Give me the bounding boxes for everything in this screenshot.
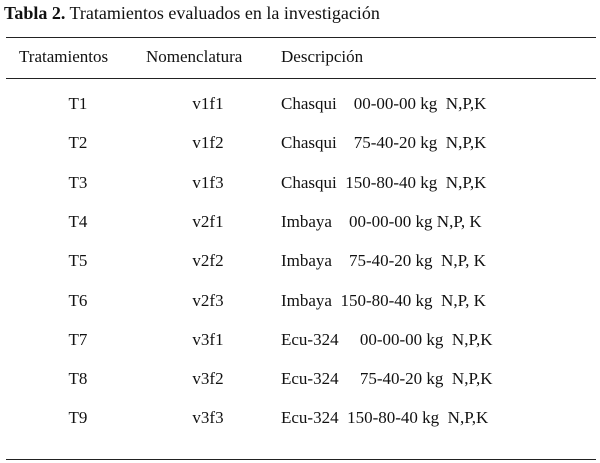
description-cell: Imbaya 00-00-00 kg N,P, K (281, 212, 482, 231)
description-cell: Imbaya 150-80-40 kg N,P, K (281, 291, 486, 310)
description-cell: Ecu-324 00-00-00 kg N,P,K (281, 330, 493, 349)
nomenclature-cell: v1f2 (192, 133, 224, 152)
header-nomenclature: Nomenclatura (146, 47, 243, 66)
table-bottom-rule (6, 459, 596, 460)
treatment-cell: T2 (68, 133, 88, 152)
description-cell: Chasqui 00-00-00 kg N,P,K (281, 94, 487, 113)
treatment-cell: T7 (68, 330, 88, 349)
nomenclature-cell: v2f2 (192, 251, 224, 270)
treatment-cell: T1 (68, 94, 88, 113)
description-cell: Chasqui 75-40-20 kg N,P,K (281, 133, 487, 152)
treatment-cell: T3 (68, 173, 88, 192)
description-cell: Ecu-324 150-80-40 kg N,P,K (281, 408, 489, 427)
nomenclature-cell: v2f3 (192, 291, 224, 310)
treatment-cell: T4 (68, 212, 88, 231)
treatment-cell: T6 (68, 291, 88, 310)
nomenclature-cell: v1f1 (192, 94, 224, 113)
treatment-cell: T9 (68, 408, 88, 427)
nomenclature-cell: v2f1 (192, 212, 224, 231)
table-header-rule (6, 78, 596, 79)
table-top-rule (6, 37, 596, 38)
nomenclature-cell: v3f1 (192, 330, 224, 349)
table-caption: Tabla 2. Tratamientos evaluados en la in… (4, 2, 380, 24)
description-cell: Chasqui 150-80-40 kg N,P,K (281, 173, 487, 192)
nomenclature-cell: v3f3 (192, 408, 224, 427)
table-caption-label: Tabla 2. (4, 3, 66, 23)
table-caption-text: Tratamientos evaluados en la investigaci… (65, 3, 380, 23)
nomenclature-cell: v3f2 (192, 369, 224, 388)
treatment-cell: T5 (68, 251, 88, 270)
description-cell: Imbaya 75-40-20 kg N,P, K (281, 251, 486, 270)
header-treatments: Tratamientos (19, 47, 109, 66)
description-cell: Ecu-324 75-40-20 kg N,P,K (281, 369, 493, 388)
treatment-cell: T8 (68, 369, 88, 388)
header-description: Descripción (281, 47, 364, 66)
nomenclature-cell: v1f3 (192, 173, 224, 192)
